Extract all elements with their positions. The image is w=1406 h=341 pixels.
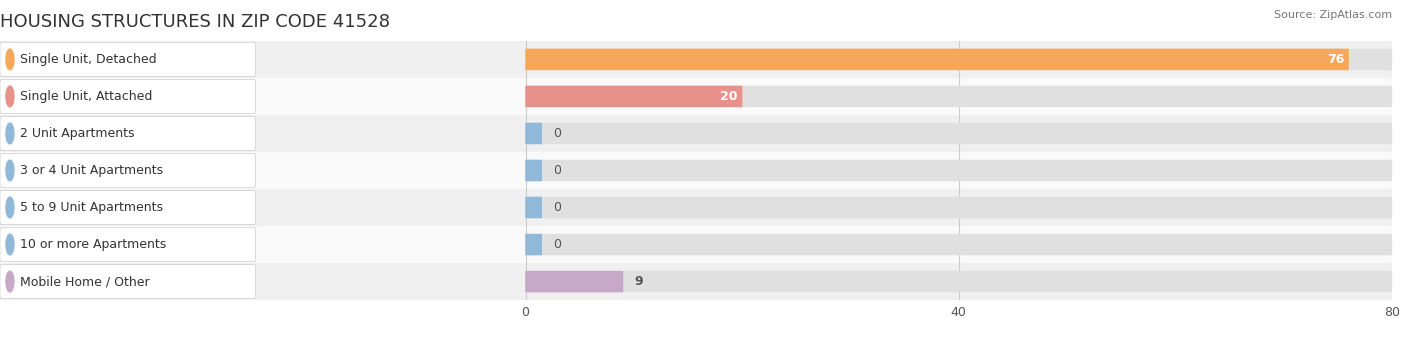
FancyBboxPatch shape [526,271,623,292]
Circle shape [6,123,14,144]
FancyBboxPatch shape [0,78,1392,115]
Circle shape [6,197,14,218]
FancyBboxPatch shape [526,123,1392,144]
FancyBboxPatch shape [526,271,1392,292]
Text: Single Unit, Detached: Single Unit, Detached [20,53,156,66]
FancyBboxPatch shape [0,191,256,225]
FancyBboxPatch shape [526,160,1392,181]
Text: 3 or 4 Unit Apartments: 3 or 4 Unit Apartments [20,164,163,177]
Text: Mobile Home / Other: Mobile Home / Other [20,275,149,288]
FancyBboxPatch shape [0,265,256,299]
FancyBboxPatch shape [0,41,1392,78]
FancyBboxPatch shape [526,86,742,107]
Text: 76: 76 [1327,53,1344,66]
FancyBboxPatch shape [0,152,1392,189]
FancyBboxPatch shape [526,86,1392,107]
Circle shape [6,86,14,107]
FancyBboxPatch shape [0,226,1392,263]
FancyBboxPatch shape [0,42,256,76]
Text: 0: 0 [553,127,561,140]
FancyBboxPatch shape [526,49,1348,70]
Text: 10 or more Apartments: 10 or more Apartments [20,238,166,251]
Text: Single Unit, Attached: Single Unit, Attached [20,90,152,103]
Text: 0: 0 [553,238,561,251]
FancyBboxPatch shape [0,189,1392,226]
FancyBboxPatch shape [0,153,256,188]
FancyBboxPatch shape [526,49,1392,70]
Text: 5 to 9 Unit Apartments: 5 to 9 Unit Apartments [20,201,163,214]
Circle shape [6,49,14,70]
Circle shape [6,271,14,292]
FancyBboxPatch shape [526,234,1392,255]
Text: 0: 0 [553,201,561,214]
Text: 0: 0 [553,164,561,177]
FancyBboxPatch shape [0,263,1392,300]
FancyBboxPatch shape [526,123,541,144]
FancyBboxPatch shape [0,79,256,114]
Text: 2 Unit Apartments: 2 Unit Apartments [20,127,135,140]
FancyBboxPatch shape [526,234,541,255]
FancyBboxPatch shape [0,115,1392,152]
Circle shape [6,234,14,255]
Text: 20: 20 [720,90,738,103]
Text: HOUSING STRUCTURES IN ZIP CODE 41528: HOUSING STRUCTURES IN ZIP CODE 41528 [0,13,389,31]
Text: 9: 9 [634,275,643,288]
Circle shape [6,160,14,181]
FancyBboxPatch shape [526,160,541,181]
Text: Source: ZipAtlas.com: Source: ZipAtlas.com [1274,10,1392,20]
FancyBboxPatch shape [526,197,541,218]
FancyBboxPatch shape [0,227,256,262]
FancyBboxPatch shape [0,116,256,150]
FancyBboxPatch shape [526,197,1392,218]
